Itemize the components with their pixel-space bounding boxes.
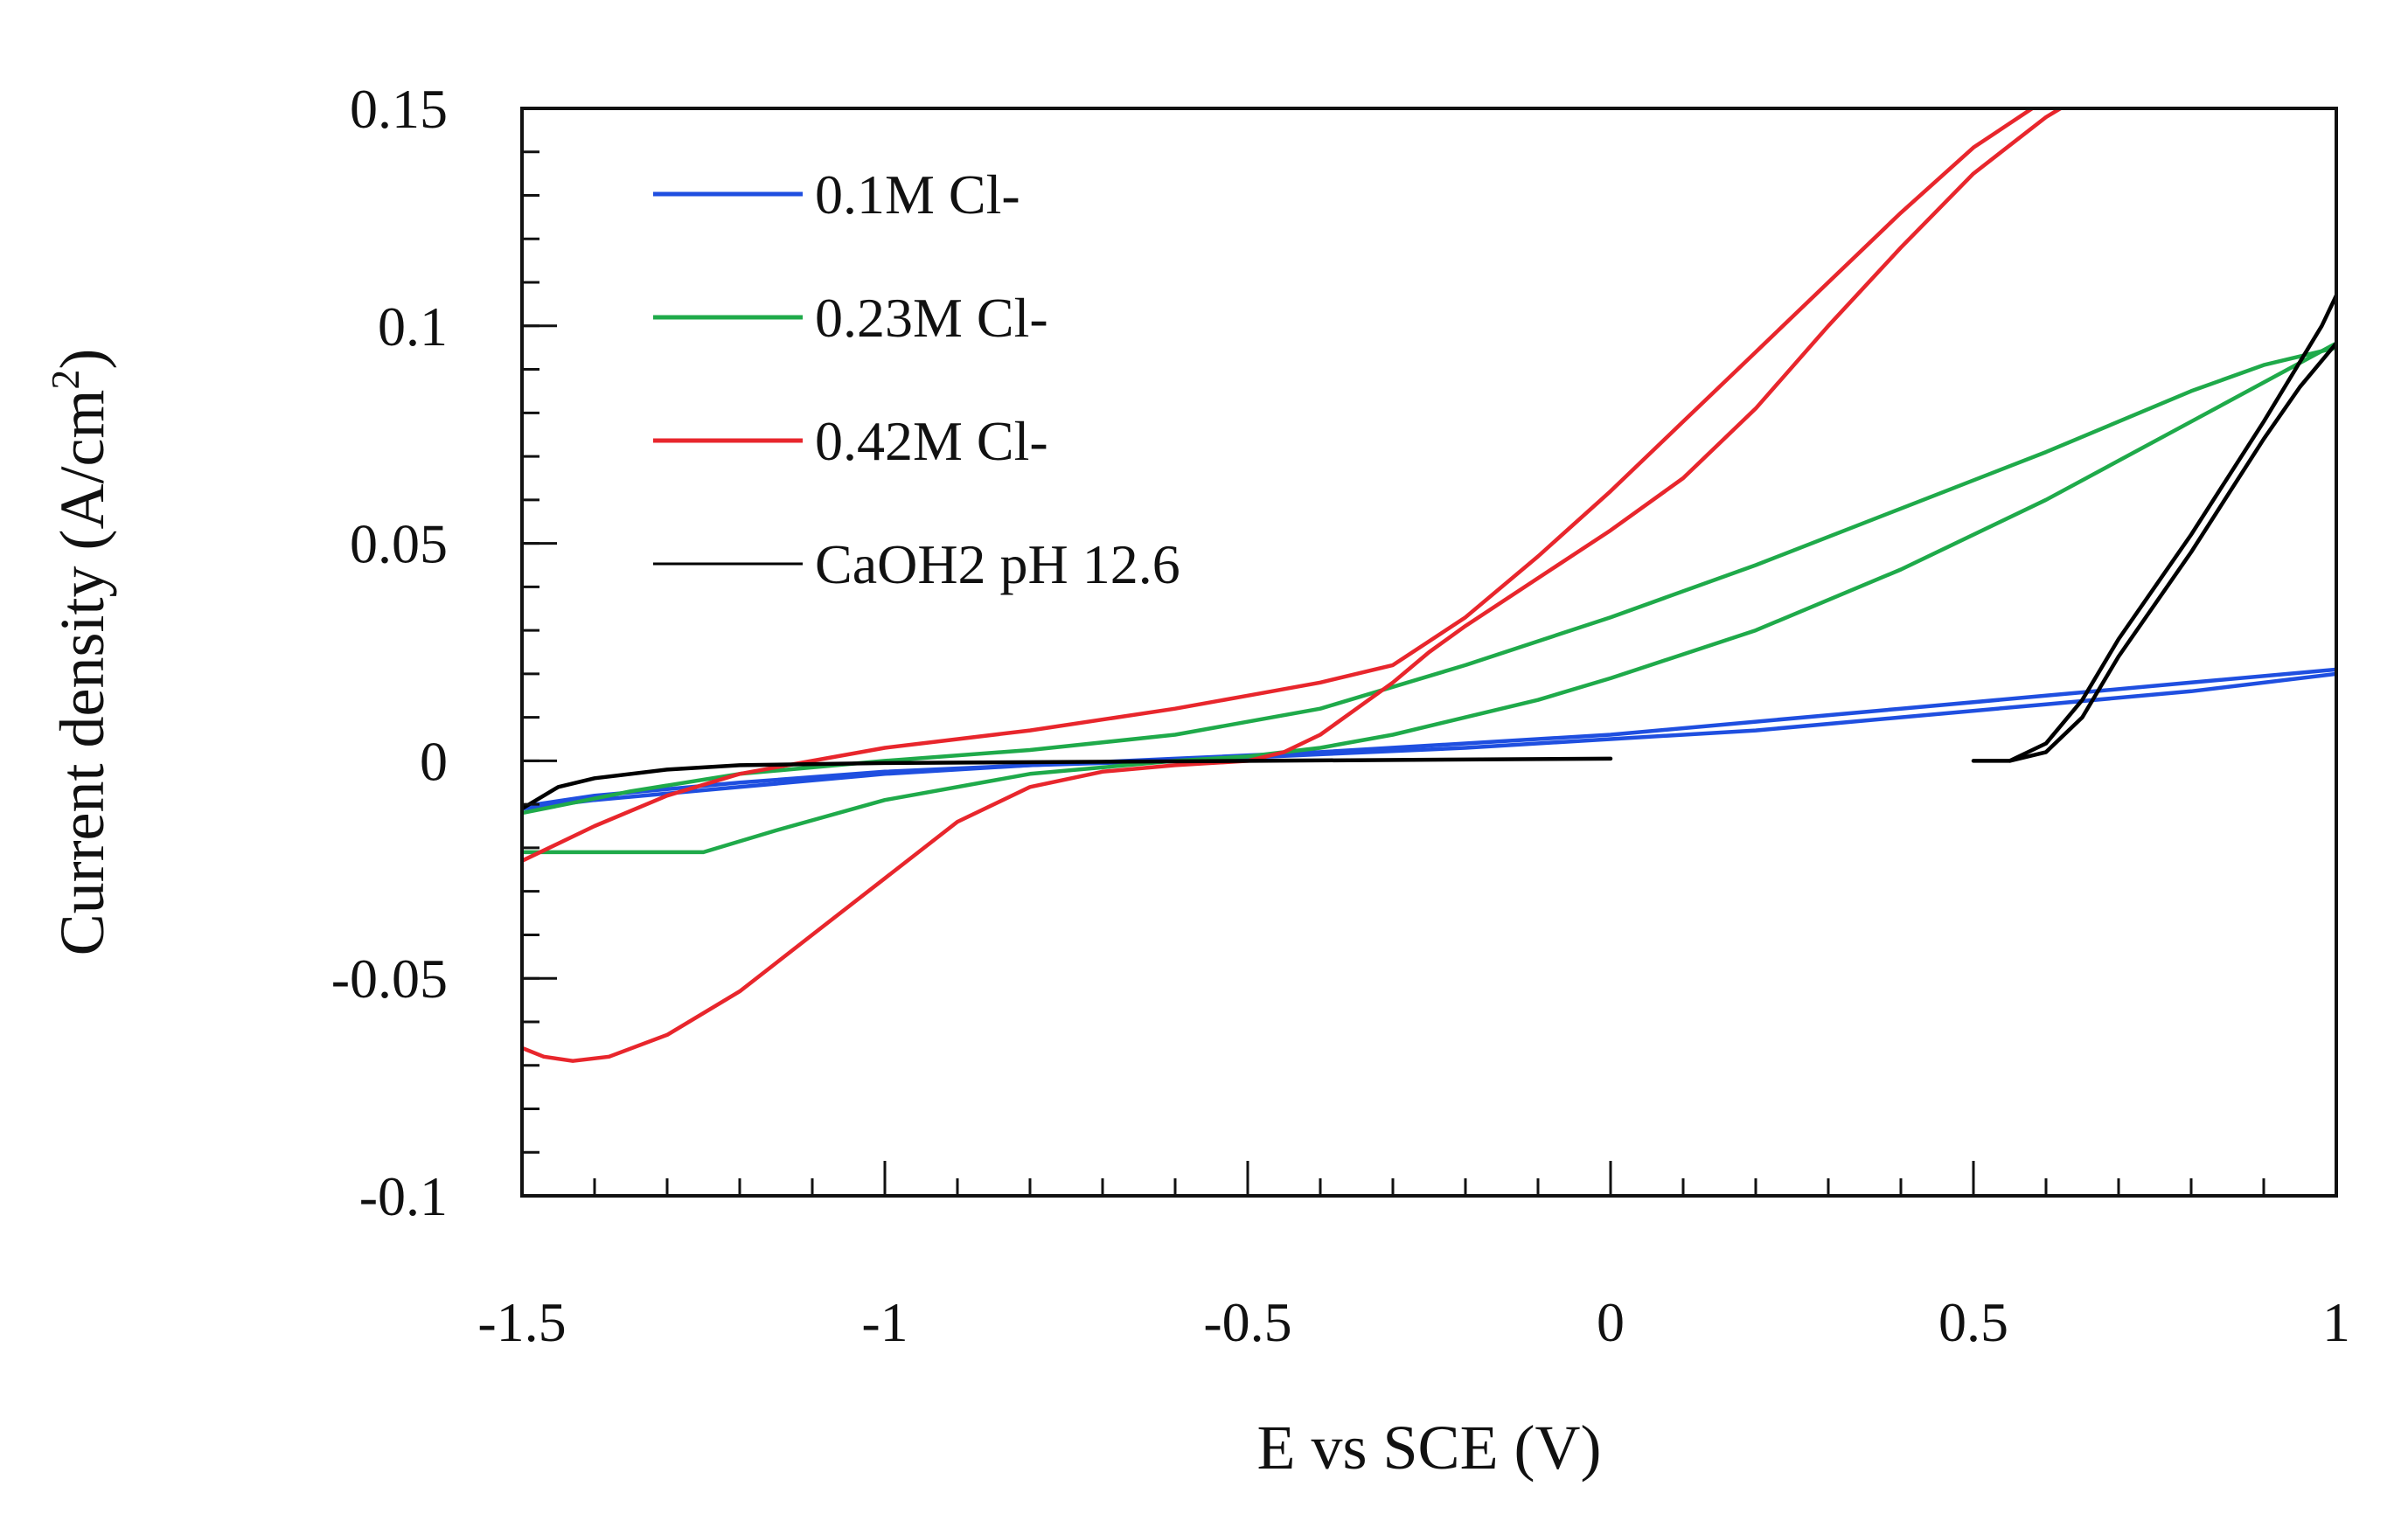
x-tick-label: 0 [1597,1291,1625,1353]
plot-frame [520,107,2338,1198]
legend-item-0: 0.1M Cl- [653,163,1020,226]
series-3 [522,293,2336,811]
series-line-1-1 [522,345,2336,816]
legend-item-1: 0.23M Cl- [653,287,1048,349]
y-tick-label: 0.05 [350,513,448,575]
series-line-2-1 [522,108,2036,864]
series-0 [522,667,2336,811]
legend-label: 0.42M Cl- [815,410,1048,472]
series-2 [522,108,2064,1063]
legend-item-3: CaOH2 pH 12.6 [653,533,1180,595]
x-axis-title: E vs SCE (V) [1257,1413,1602,1483]
y-axis-title-superscript: 2 [43,370,87,390]
y-tick-label: -0.05 [331,948,448,1010]
y-tick-label: 0 [420,730,448,792]
series-line-2-0 [522,108,2064,1063]
legend-label: CaOH2 pH 12.6 [815,533,1180,595]
legend: 0.1M Cl- 0.23M Cl- 0.42M Cl- CaOH2 pH 12.6 [653,163,1180,595]
x-tick-label: -1.5 [477,1291,566,1353]
x-tick-labels: -1.5 -1 -0.5 0 0.5 1 [477,1291,2350,1353]
series-line-0-0 [522,667,2336,811]
legend-label: 0.23M Cl- [815,287,1048,349]
y-tick-labels: -0.1 -0.05 0 0.05 0.1 0.15 [331,78,448,1227]
y-axis-title-end: ) [47,349,117,370]
series-line-3-2 [2008,293,2336,763]
legend-item-2: 0.42M Cl- [653,410,1048,472]
series-1 [522,341,2336,855]
series-line-3-1 [1971,341,2336,763]
y-axis-title: Current density (A/cm2) [43,349,117,956]
y-tick-label: 0.1 [378,295,448,358]
series-line-3-0 [522,756,1613,811]
y-tick-label: -0.1 [359,1165,448,1227]
y-tick-label: 0.15 [350,78,448,140]
x-tick-label: -0.5 [1203,1291,1291,1353]
legend-label: 0.1M Cl- [815,163,1020,226]
y-axis-title-main: Current density (A/cm [47,390,117,956]
x-tick-label: 1 [2322,1291,2350,1353]
series-line-0-1 [522,671,2336,809]
x-tick-label: 0.5 [1938,1291,2008,1353]
series-line-1-0 [522,341,2336,855]
x-tick-label: -1 [861,1291,908,1353]
series-layer [522,108,2336,1063]
